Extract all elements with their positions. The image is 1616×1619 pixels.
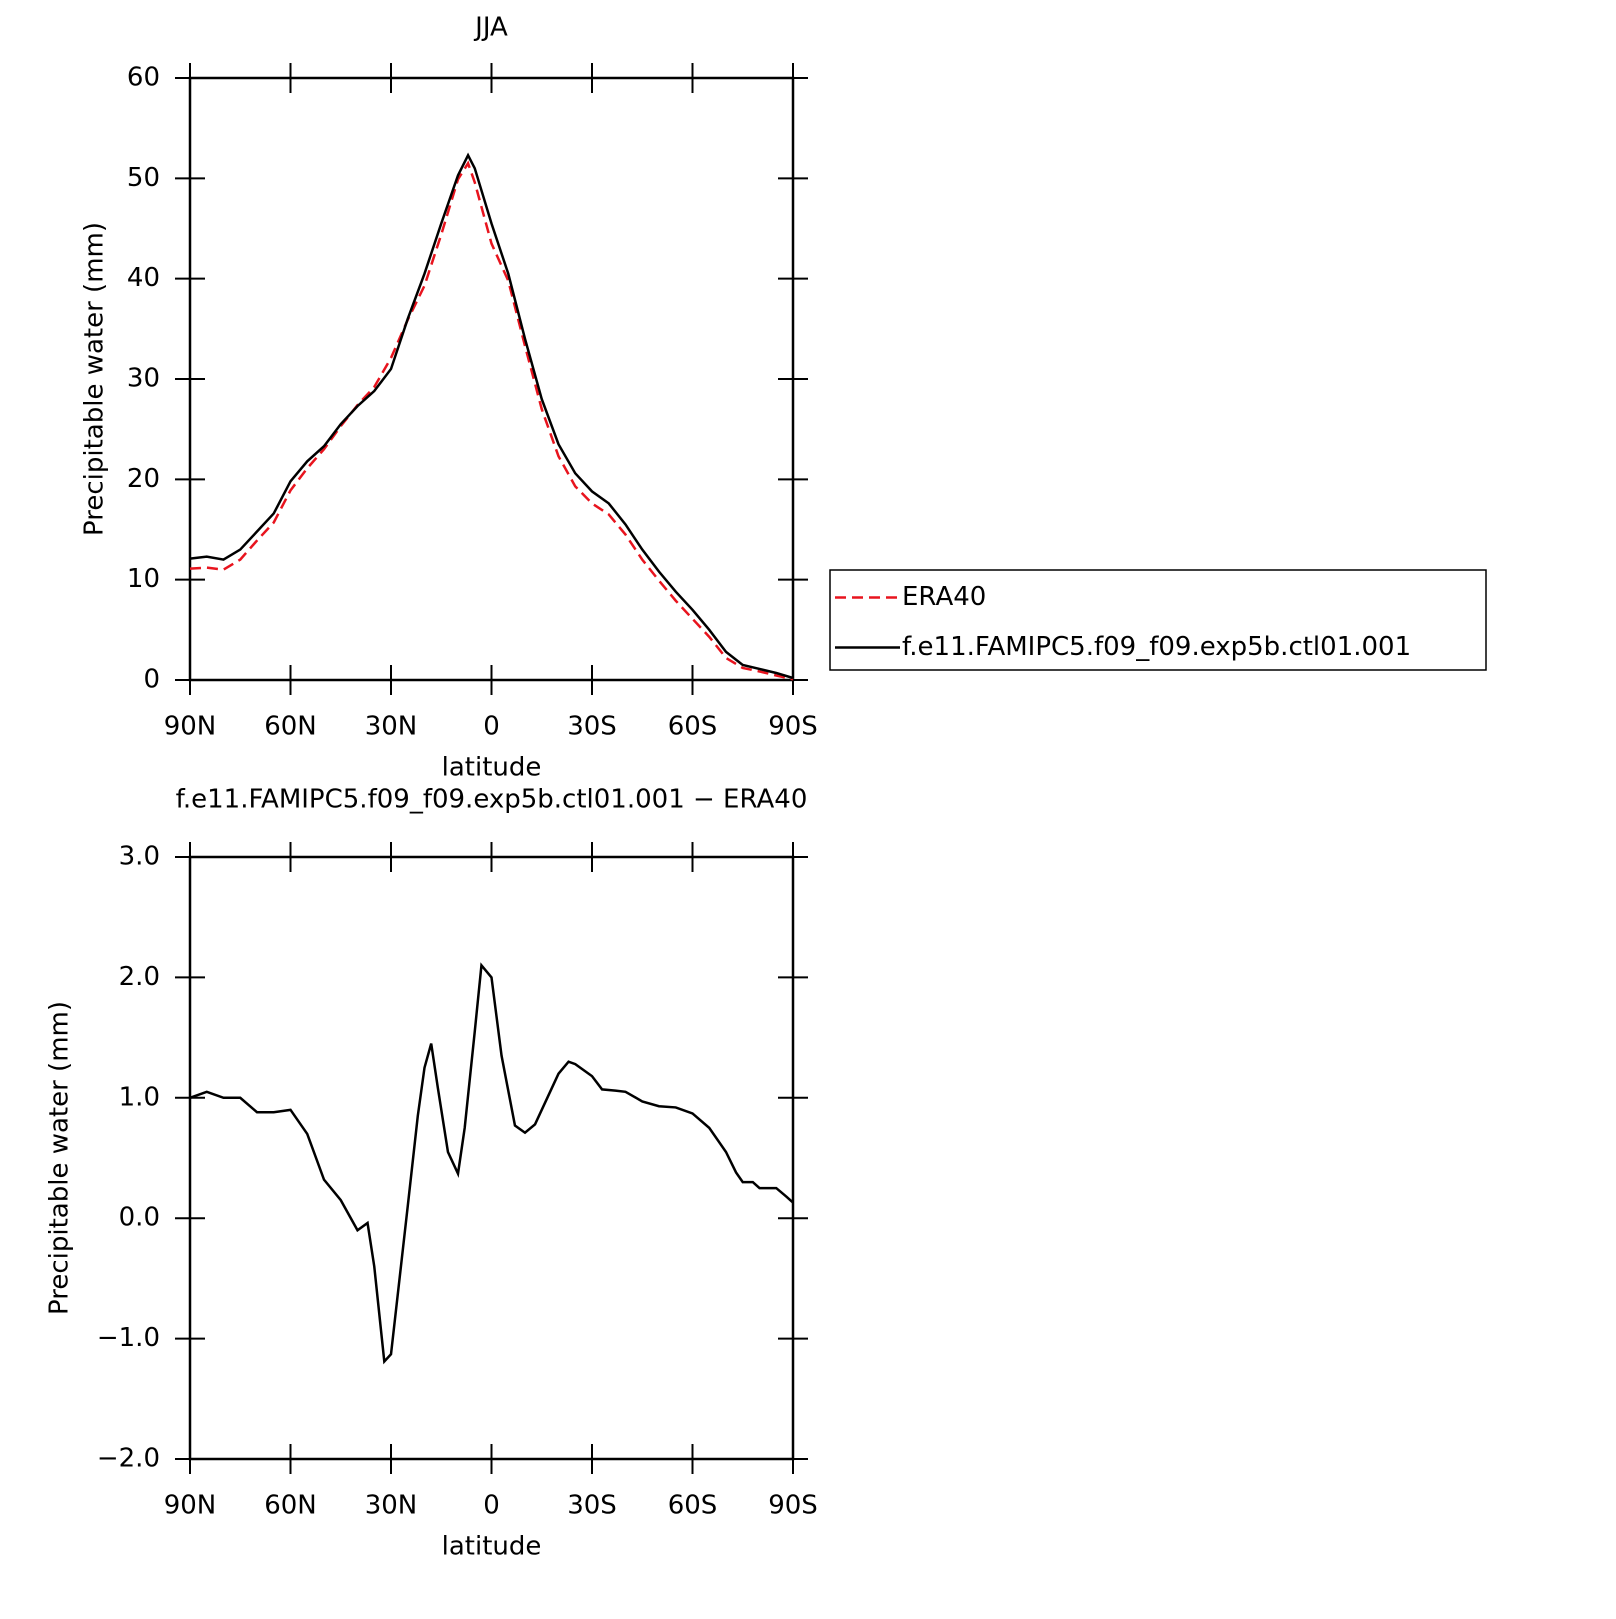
x-tick-label: 90N: [164, 712, 217, 742]
legend-label: f.e11.FAMIPC5.f09_f09.exp5b.ctl01.001: [902, 632, 1411, 662]
y-tick-label: 3.0: [119, 842, 160, 872]
data-line: [189, 152, 794, 680]
x-axis-label: latitude: [442, 753, 542, 783]
y-tick-label: −2.0: [97, 1444, 160, 1474]
x-tick-label: 60S: [668, 712, 718, 742]
data-line: [189, 160, 794, 681]
x-tick-label: 90S: [768, 1491, 818, 1521]
chart-title: f.e11.FAMIPC5.f09_f09.exp5b.ctl01.001 − …: [176, 785, 808, 815]
x-tick-label: 60N: [264, 1491, 317, 1521]
plot-frame: [188, 855, 795, 1461]
x-tick-label: 30N: [365, 712, 418, 742]
y-tick-label: 10: [127, 564, 160, 594]
x-tick-label: 0: [483, 1491, 500, 1521]
legend-box: [829, 569, 1487, 671]
x-tick-label: 0: [483, 712, 500, 742]
x-tick-label: 30N: [365, 1491, 418, 1521]
chart-title: JJA: [473, 13, 508, 43]
x-tick-label: 30S: [567, 712, 617, 742]
x-tick-label: 90S: [768, 712, 818, 742]
x-tick-label: 60S: [668, 1491, 718, 1521]
y-tick-label: −1.0: [97, 1323, 160, 1353]
x-tick-label: 30S: [567, 1491, 617, 1521]
plot-frame: [188, 76, 795, 682]
y-tick-label: 40: [127, 263, 160, 293]
data-line: [189, 962, 794, 1365]
x-tick-label: 60N: [264, 712, 317, 742]
y-tick-label: 30: [127, 364, 160, 394]
y-tick-label: 0: [143, 665, 160, 695]
y-tick-label: 50: [127, 163, 160, 193]
legend-label: ERA40: [902, 582, 986, 612]
x-axis-label: latitude: [442, 1532, 542, 1562]
y-tick-label: 60: [127, 63, 160, 93]
y-axis-label: Precipitable water (mm): [80, 222, 110, 536]
y-axis-label: Precipitable water (mm): [45, 1001, 75, 1315]
y-tick-label: 2.0: [119, 962, 160, 992]
y-tick-label: 0.0: [119, 1203, 160, 1233]
x-tick-label: 90N: [164, 1491, 217, 1521]
y-tick-label: 1.0: [119, 1082, 160, 1112]
y-tick-label: 20: [127, 464, 160, 494]
